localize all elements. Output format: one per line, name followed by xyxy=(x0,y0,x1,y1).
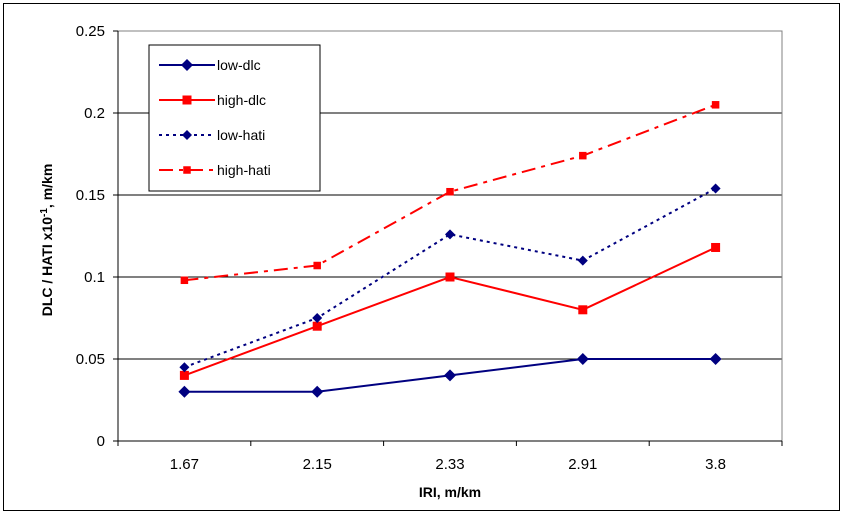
x-tick-labels: 1.67 2.15 2.33 2.91 3.8 xyxy=(170,456,726,473)
data-point xyxy=(711,242,721,252)
series-low-dlc xyxy=(178,353,722,398)
x-tick-label: 3.8 xyxy=(705,456,726,473)
data-point xyxy=(579,151,587,160)
legend-item-high-dlc: high-dlc xyxy=(159,92,266,108)
data-point xyxy=(178,385,191,398)
data-point xyxy=(312,321,322,331)
legend-label: high-hati xyxy=(217,162,271,178)
legend-marker xyxy=(182,95,192,105)
legend-box xyxy=(148,44,321,192)
y-tick-label: 0.15 xyxy=(76,187,105,204)
legend-label: low-hati xyxy=(217,127,265,143)
series-line xyxy=(184,246,717,377)
x-tick-label: 1.67 xyxy=(170,456,199,473)
legend-label: high-dlc xyxy=(217,92,266,108)
x-tick-label: 2.33 xyxy=(435,456,464,473)
legend-marker xyxy=(182,130,192,140)
data-point xyxy=(710,183,721,194)
series-lines xyxy=(178,101,722,398)
x-tick-label: 2.15 xyxy=(303,456,332,473)
data-point xyxy=(313,261,321,270)
x-tick-label: 2.91 xyxy=(568,456,597,473)
legend: low-dlc high-dlc low-hati high-hati xyxy=(148,44,321,192)
data-point xyxy=(445,272,455,282)
data-point xyxy=(311,385,324,398)
y-tick-labels: 0 0.05 0.1 0.15 0.2 0.25 xyxy=(76,23,105,450)
series-line xyxy=(184,103,716,282)
x-axis-title: IRI, m/km xyxy=(419,484,481,500)
y-axis-title-exponent: -1 xyxy=(39,208,50,217)
data-point xyxy=(179,362,190,373)
series-high-dlc xyxy=(179,242,721,380)
y-axis-title-main: DLC / HATI x10 xyxy=(39,217,55,317)
y-tick-label: 0.1 xyxy=(84,269,105,286)
data-point xyxy=(312,313,323,323)
y-tick-label: 0.25 xyxy=(76,23,105,40)
legend-item-low-hati: low-hati xyxy=(159,127,265,143)
y-tick-label: 0 xyxy=(97,433,105,450)
axes xyxy=(113,30,783,446)
data-point xyxy=(445,229,455,240)
legend-item-low-dlc: low-dlc xyxy=(159,57,261,73)
data-point xyxy=(709,353,722,365)
legend-marker xyxy=(183,166,191,174)
data-point xyxy=(578,305,588,315)
y-tick-label: 0.2 xyxy=(84,105,105,122)
y-tick-label: 0.05 xyxy=(76,351,105,368)
data-point xyxy=(576,353,589,365)
legend-marker xyxy=(181,59,193,71)
series-line xyxy=(184,187,717,369)
data-point xyxy=(577,255,588,266)
series-low-hati xyxy=(179,183,721,373)
data-point xyxy=(179,370,189,380)
chart-frame xyxy=(3,3,840,511)
data-point xyxy=(446,187,454,196)
legend-item-high-hati: high-hati xyxy=(159,162,271,178)
legend-label: low-dlc xyxy=(217,57,261,73)
data-point xyxy=(180,276,189,285)
data-point xyxy=(444,369,456,382)
series-high-hati xyxy=(180,101,720,285)
y-axis-title-unit: , m/km xyxy=(39,164,55,208)
data-point xyxy=(711,101,720,109)
y-axis-title: DLC / HATI x10-1, m/km xyxy=(39,164,56,317)
